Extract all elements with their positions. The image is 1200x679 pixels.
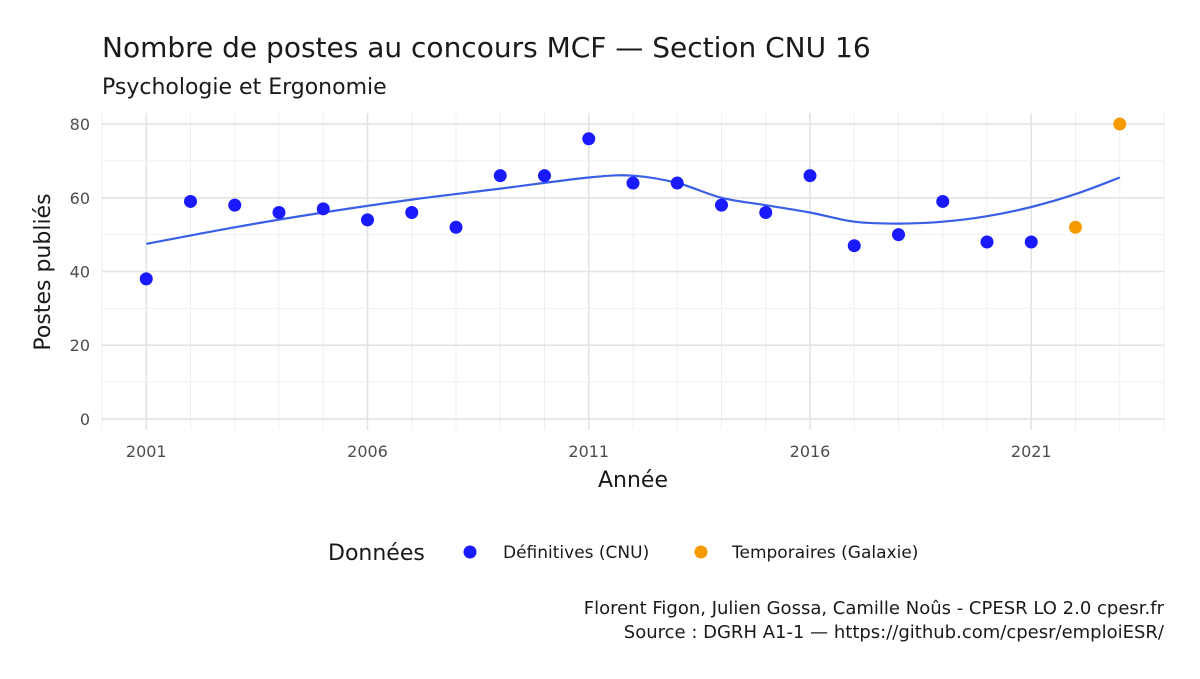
x-tick-label: 2006 bbox=[347, 442, 388, 461]
point-definitives bbox=[936, 194, 950, 208]
trend-line bbox=[146, 174, 1121, 245]
point-definitives bbox=[980, 235, 994, 249]
point-definitives bbox=[715, 198, 728, 212]
caption-source: Source : DGRH A1-1 — https://github.com/… bbox=[624, 622, 1165, 643]
legend-title: Données bbox=[328, 541, 425, 566]
point-definitives bbox=[272, 206, 286, 220]
legend-label-temporaires: Temporaires (Galaxie) bbox=[731, 543, 918, 563]
point-definitives bbox=[361, 213, 374, 227]
point-definitives bbox=[228, 198, 242, 212]
x-tick-label: 2011 bbox=[568, 442, 609, 461]
point-definitives bbox=[538, 169, 551, 183]
point-definitives bbox=[892, 228, 905, 242]
x-tick-label: 2016 bbox=[790, 442, 831, 461]
legend-swatch-temporaires bbox=[694, 545, 708, 559]
y-axis-ticks: 0 20 40 60 80 bbox=[70, 115, 90, 429]
point-definitives bbox=[139, 272, 153, 286]
point-definitives bbox=[316, 202, 330, 216]
chart-subtitle: Psychologie et Ergonomie bbox=[102, 75, 387, 100]
point-definitives bbox=[449, 220, 463, 234]
point-definitives bbox=[184, 194, 197, 208]
point-definitives bbox=[1024, 235, 1038, 249]
trend-layer bbox=[146, 174, 1121, 245]
points-layer bbox=[139, 117, 1127, 286]
point-definitives bbox=[803, 169, 817, 183]
x-tick-label: 2021 bbox=[1011, 442, 1052, 461]
point-temporaires bbox=[1069, 220, 1082, 234]
caption-credits: Florent Figon, Julien Gossa, Camille Noû… bbox=[584, 598, 1165, 619]
point-definitives bbox=[670, 176, 684, 190]
y-tick-label: 80 bbox=[70, 115, 90, 134]
y-tick-label: 0 bbox=[80, 410, 90, 429]
y-tick-label: 20 bbox=[70, 336, 90, 355]
y-tick-label: 60 bbox=[70, 189, 90, 208]
x-tick-label: 2001 bbox=[126, 442, 167, 461]
grid bbox=[101, 113, 1165, 430]
point-definitives bbox=[847, 239, 861, 253]
y-axis-title: Postes publiés bbox=[31, 193, 56, 350]
point-definitives bbox=[582, 132, 596, 146]
point-temporaires bbox=[1113, 117, 1127, 131]
point-definitives bbox=[626, 176, 640, 190]
legend-label-definitives: Définitives (CNU) bbox=[503, 543, 649, 563]
legend-swatch-definitives bbox=[463, 545, 477, 559]
point-definitives bbox=[759, 206, 773, 220]
x-axis-ticks: 2001 2006 2011 2016 2021 bbox=[126, 442, 1052, 461]
y-tick-label: 40 bbox=[70, 263, 90, 282]
point-definitives bbox=[405, 206, 419, 220]
legend: Données Définitives (CNU) Temporaires (G… bbox=[328, 541, 918, 566]
chart-title: Nombre de postes au concours MCF — Secti… bbox=[102, 31, 871, 64]
x-axis-title: Année bbox=[598, 468, 668, 493]
point-definitives bbox=[493, 169, 507, 183]
